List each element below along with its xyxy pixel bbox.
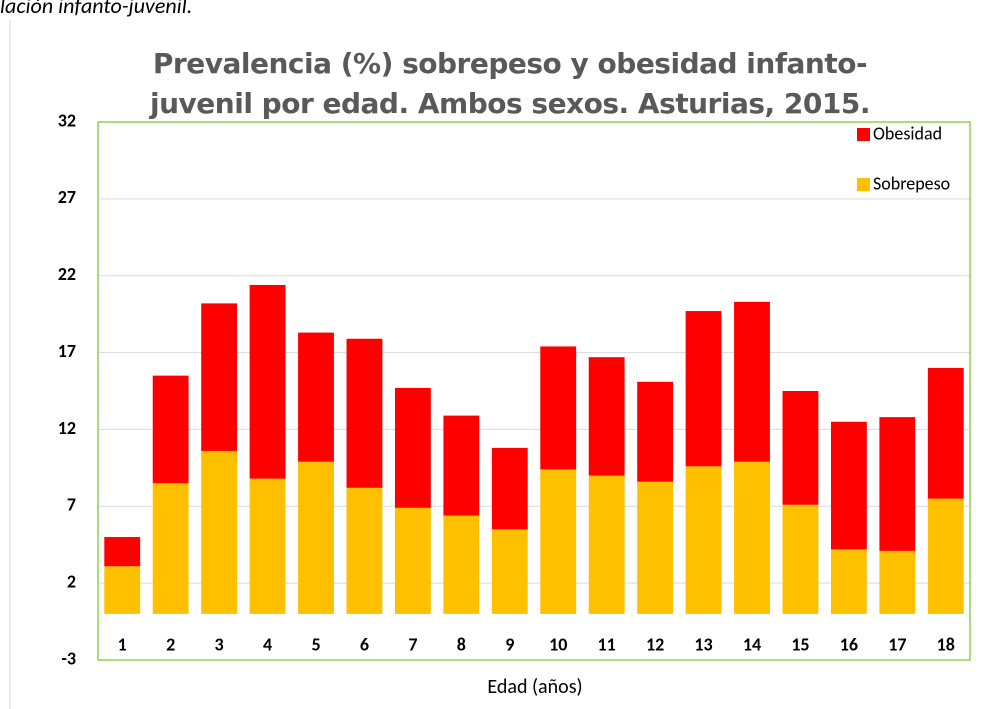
legend-swatch — [857, 128, 870, 141]
bar-segment — [394, 387, 431, 508]
plot-border — [97, 121, 971, 661]
bar-segment — [734, 301, 770, 462]
bar-segment — [298, 332, 334, 462]
bar-segment — [879, 550, 916, 614]
bar-segment — [540, 346, 577, 470]
y-tick-label: 27 — [58, 186, 76, 208]
x-tick-label: 7 — [408, 633, 417, 655]
y-tick-label: 7 — [67, 494, 76, 516]
bar-segment — [734, 461, 770, 614]
bar-segment — [201, 303, 238, 451]
bar-segment — [540, 469, 577, 614]
x-tick-label: 11 — [598, 633, 616, 655]
x-tick-label: 3 — [215, 633, 224, 655]
y-tick-label: -3 — [61, 647, 76, 669]
bar-segment — [588, 357, 625, 476]
x-tick-label: 1 — [118, 633, 127, 655]
chart-title: Prevalencia (%) sobrepeso y obesidad inf… — [150, 47, 870, 120]
bar-segment — [830, 549, 867, 614]
x-tick-label: 8 — [457, 633, 466, 655]
x-tick-label: 17 — [888, 633, 906, 655]
x-tick-label: 2 — [166, 633, 175, 655]
y-tick-label: 32 — [58, 109, 76, 131]
bar-segment — [637, 381, 674, 482]
x-axis-label: Edad (años) — [487, 675, 582, 699]
bar-segment — [104, 566, 141, 614]
bar-segment — [685, 466, 722, 614]
x-tick-label: 18 — [937, 633, 955, 655]
bar-segment — [104, 537, 141, 567]
x-tick-label: 10 — [549, 633, 567, 655]
y-tick-label: 2 — [67, 571, 76, 593]
bar-segment — [346, 338, 383, 488]
y-tick-label: 17 — [58, 340, 76, 362]
bar-segment — [927, 367, 964, 499]
bar-segment — [491, 529, 528, 614]
y-tick-label: 12 — [58, 417, 76, 439]
legend-swatch — [857, 178, 870, 191]
bar-segment — [879, 417, 916, 551]
bar-segment — [830, 421, 867, 550]
bar-segment — [249, 284, 286, 479]
bar-segment — [443, 415, 480, 516]
x-tick-label: 15 — [791, 633, 809, 655]
bar-segment — [637, 481, 674, 614]
legend-label: Obesidad — [873, 122, 942, 144]
x-tick-label: 5 — [311, 633, 320, 655]
x-tick-label: 6 — [360, 633, 369, 655]
bar-segment — [394, 507, 431, 614]
bar-segment — [152, 375, 189, 484]
bar-segment — [346, 487, 383, 614]
x-tick-label: 14 — [743, 633, 761, 655]
bar-segment — [685, 311, 722, 467]
bar-segment — [927, 498, 964, 614]
bar-segment — [443, 515, 480, 614]
legend-label: Sobrepeso — [873, 172, 950, 194]
bar-segment — [588, 475, 625, 614]
bar-segment — [491, 447, 528, 530]
bar-segment — [782, 391, 819, 505]
bar-segment — [201, 450, 238, 614]
caption: lación infanto-juvenil. — [0, 0, 193, 19]
x-tick-label: 4 — [263, 633, 272, 655]
y-tick-label: 22 — [58, 263, 76, 285]
bar-segment — [298, 461, 334, 614]
x-tick-label: 12 — [646, 633, 664, 655]
x-tick-label: 13 — [694, 633, 712, 655]
bar-segment — [249, 478, 286, 614]
bar-segment — [782, 504, 819, 614]
bar-segment — [152, 483, 189, 614]
x-tick-label: 9 — [505, 633, 514, 655]
x-tick-label: 16 — [840, 633, 858, 655]
